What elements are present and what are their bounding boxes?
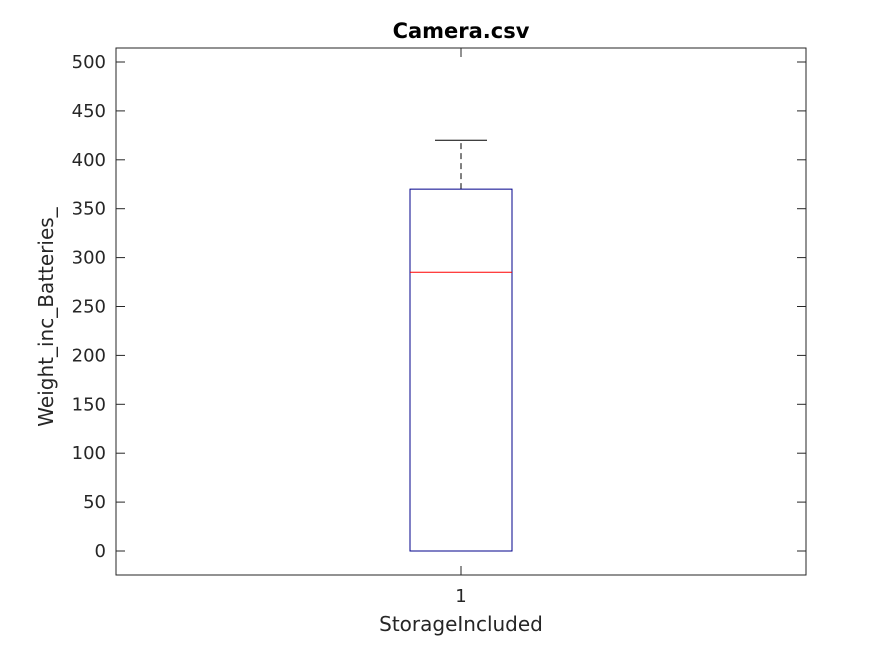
y-tick-label: 300 — [72, 248, 106, 269]
y-tick-label: 100 — [72, 443, 106, 464]
y-axis: 0 50 100 150 200 250 300 350 400 450 500 — [72, 52, 806, 562]
y-tick-label: 450 — [72, 101, 106, 122]
y-tick-label: 150 — [72, 394, 106, 415]
x-tick-label: 1 — [455, 586, 466, 607]
y-tick-label: 500 — [72, 52, 106, 73]
y-tick-label: 200 — [72, 345, 106, 366]
y-tick-label: 250 — [72, 297, 106, 318]
x-axis: 1 — [455, 48, 467, 607]
y-axis-label: Weight_inc_Batteries_ — [34, 206, 58, 426]
y-tick-label: 0 — [95, 541, 106, 562]
x-axis-label: StorageIncluded — [379, 612, 543, 636]
y-tick-label: 400 — [72, 150, 106, 171]
y-tick-label: 50 — [83, 492, 106, 513]
chart-title: Camera.csv — [393, 19, 530, 43]
box-iqr — [409, 188, 513, 552]
y-tick-label: 350 — [72, 199, 106, 220]
boxes — [409, 139, 513, 552]
